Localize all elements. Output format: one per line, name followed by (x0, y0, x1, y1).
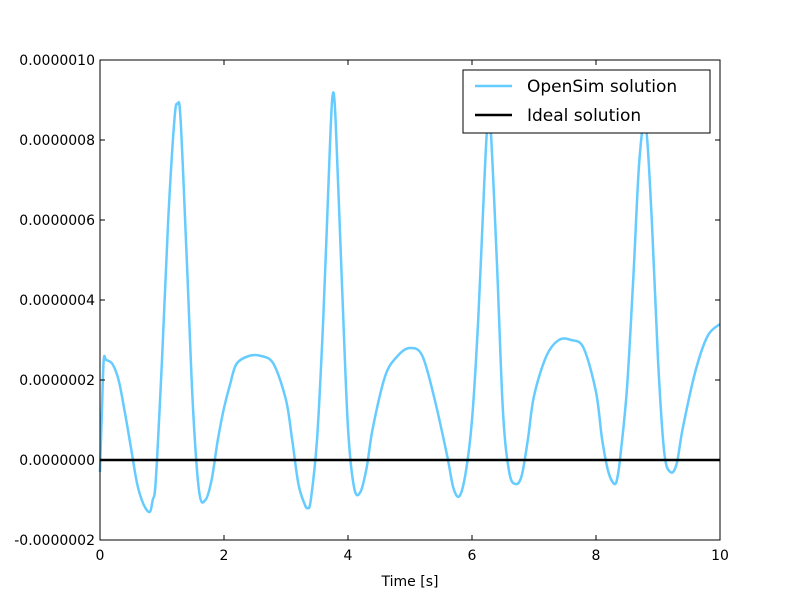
y-tick-label: 0.0000010 (19, 53, 95, 69)
x-tick-label: 8 (592, 548, 601, 564)
legend-box (462, 69, 711, 134)
x-tick-label: 4 (344, 548, 353, 564)
y-tick-label: 0.0000006 (19, 213, 95, 229)
legend: OpenSim solution Ideal solution (462, 69, 711, 134)
y-tick-label: 0.0000002 (19, 373, 95, 389)
y-tick-label: 0.0000008 (19, 133, 95, 149)
series-layer (98, 91, 721, 514)
x-tick-label: 10 (711, 548, 729, 564)
ticks-layer: 0 2 4 6 8 10 -0.0000002 0.0000000 0.0000002 0.000… (14, 53, 729, 564)
x-tick-label: 2 (220, 548, 229, 564)
x-tick-label: 0 (96, 548, 105, 564)
y-tick-label: 0.0000004 (19, 293, 95, 309)
legend-label-ideal: Ideal solution (527, 106, 641, 126)
series-line-0 (98, 91, 721, 514)
legend-label-opensim: OpenSim solution (527, 77, 677, 97)
y-tick-label: -0.0000002 (14, 533, 95, 549)
y-tick-label: 0.0000000 (19, 453, 95, 469)
x-axis-title: Time [s] (381, 574, 439, 590)
x-tick-label: 6 (468, 548, 477, 564)
